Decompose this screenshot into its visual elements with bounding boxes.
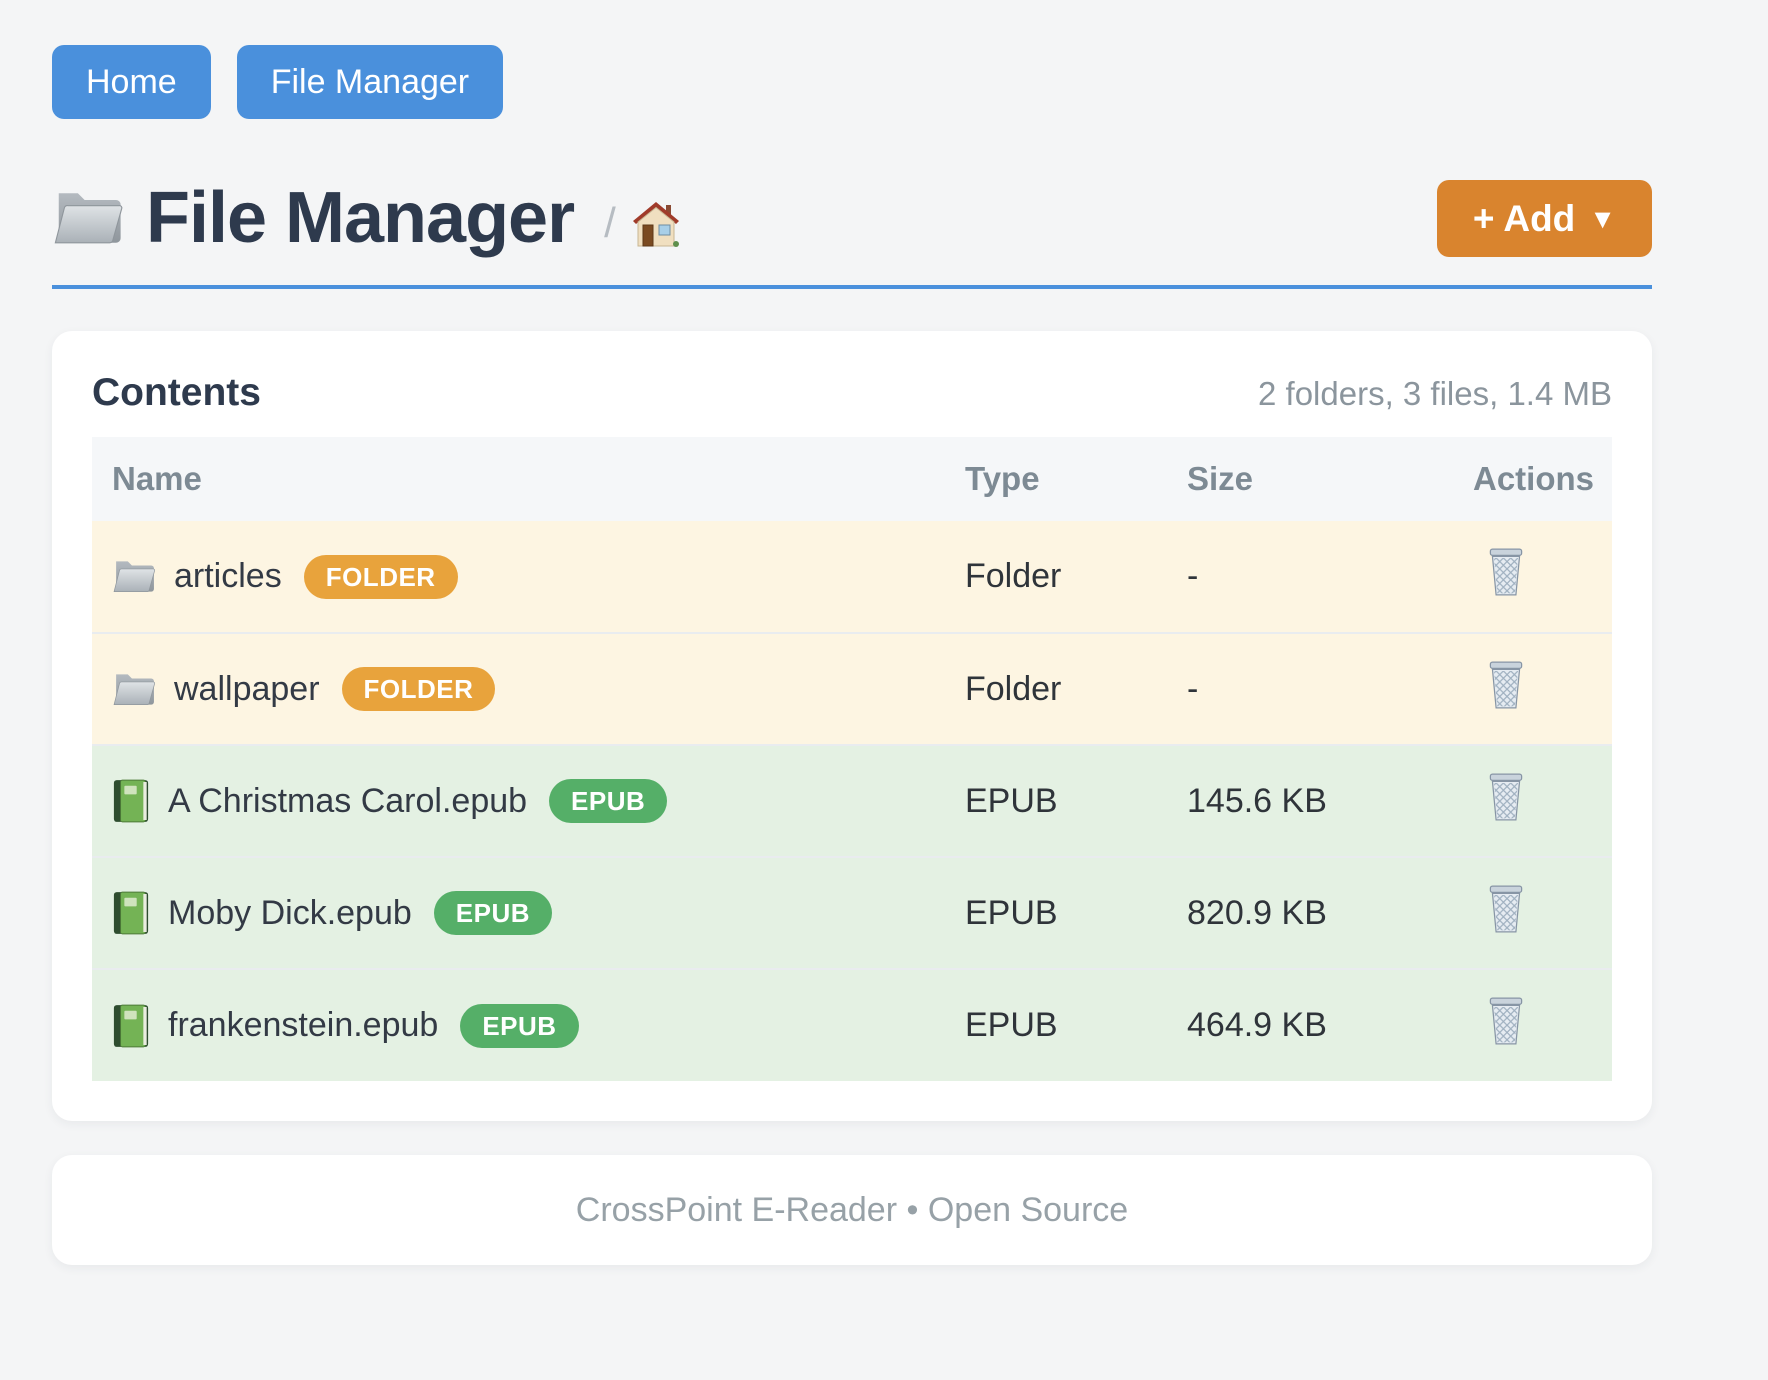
contents-title: Contents [92,371,261,414]
item-type: EPUB [965,1006,1058,1044]
table-row[interactable]: A Christmas Carol.epub EPUB EPUB 145.6 K… [92,745,1612,857]
trash-icon[interactable] [1485,996,1527,1046]
green-book-icon [112,1003,150,1049]
green-book-icon [112,778,150,824]
caret-down-icon: ▼ [1589,203,1616,234]
file-manager-button[interactable]: File Manager [236,45,504,119]
column-header-size: Size [1167,437,1453,521]
item-size: 145.6 KB [1187,781,1327,820]
breadcrumb-separator: / [604,199,616,246]
epub-badge: EPUB [460,1003,579,1048]
contents-summary: 2 folders, 3 files, 1.4 MB [1258,375,1612,412]
page-title: File Manager [146,178,575,258]
trash-icon[interactable] [1485,547,1527,597]
contents-card-header: Contents 2 folders, 3 files, 1.4 MB [92,371,1612,415]
trash-icon[interactable] [1485,772,1527,822]
table-row[interactable]: wallpaper FOLDER Folder - [92,633,1612,745]
item-type: Folder [965,557,1062,595]
page-header: File Manager / + Add ▼ [52,177,1652,259]
title-wrap: File Manager / [52,177,680,259]
trash-icon[interactable] [1485,660,1527,710]
item-name: frankenstein.epub [168,1006,439,1044]
item-size: 820.9 KB [1187,893,1327,932]
table-header-row: Name Type Size Actions [92,437,1612,521]
item-size: - [1187,557,1199,595]
top-nav: Home File Manager [52,0,1652,119]
green-book-icon [112,890,150,936]
item-name: Moby Dick.epub [168,893,412,932]
epub-badge: EPUB [433,891,553,935]
folder-badge: FOLDER [303,554,458,599]
item-name: wallpaper [174,669,320,708]
folder-icon [112,671,156,708]
item-type: Folder [965,669,1062,708]
house-icon[interactable] [632,201,680,247]
folder-icon [112,558,156,595]
item-size: - [1187,669,1199,708]
folder-badge: FOLDER [341,667,496,711]
table-row[interactable]: frankenstein.epub EPUB EPUB 464.9 KB [92,969,1612,1081]
folder-icon [52,188,124,248]
item-type: EPUB [965,893,1058,932]
home-button[interactable]: Home [52,45,211,119]
column-header-actions: Actions [1453,437,1612,521]
table-row[interactable]: Moby Dick.epub EPUB EPUB 820.9 KB [92,857,1612,969]
column-header-name: Name [92,437,945,521]
title-divider [52,285,1652,289]
contents-card: Contents 2 folders, 3 files, 1.4 MB Name… [52,331,1652,1121]
add-button-label: + Add [1472,197,1576,239]
trash-icon[interactable] [1485,884,1527,934]
footer-card: CrossPoint E-Reader • Open Source [52,1155,1652,1265]
footer-text: CrossPoint E-Reader • Open Source [575,1190,1129,1229]
epub-badge: EPUB [549,779,668,823]
item-type: EPUB [965,781,1058,820]
table-row[interactable]: articles FOLDER Folder - [92,521,1612,633]
column-header-type: Type [945,437,1167,521]
file-table: Name Type Size Actions a [92,437,1612,1081]
add-button[interactable]: + Add ▼ [1436,179,1652,257]
page-container: Home File Manager File Manager / [52,0,1652,1265]
item-name: A Christmas Carol.epub [168,781,528,820]
item-size: 464.9 KB [1187,1006,1327,1044]
item-name: articles [174,557,282,595]
